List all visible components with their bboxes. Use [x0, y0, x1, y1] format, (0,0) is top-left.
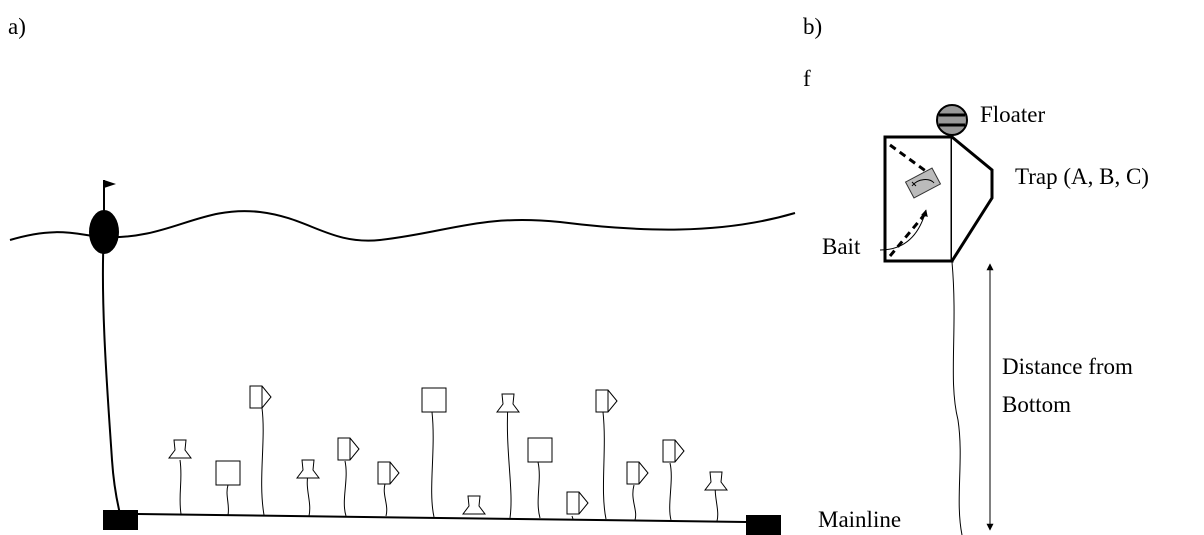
trap-c [567, 492, 588, 514]
label: Mainline [818, 507, 901, 532]
floater [937, 105, 967, 135]
trap-box [885, 137, 952, 261]
trap-a [705, 472, 727, 490]
trap-c [338, 438, 359, 460]
traps [169, 386, 727, 521]
mainline [138, 514, 746, 522]
diagram: a) b) f Floater Trap (A, B, C) Bait Di [0, 0, 1204, 535]
trap-a [169, 440, 191, 458]
anchor [746, 515, 781, 535]
panel-label: a) [8, 14, 26, 39]
trap-c [250, 386, 271, 408]
buoy-line [103, 232, 120, 514]
panel-label: b) [803, 14, 822, 39]
trap-a [297, 460, 319, 478]
buoy [89, 210, 119, 254]
trap-c [627, 462, 648, 484]
trap-c [378, 462, 399, 484]
trap-c [663, 440, 684, 462]
panel-marker: f [803, 66, 811, 91]
label: Bottom [1002, 392, 1071, 417]
label: Distance from [1002, 354, 1133, 379]
trap-a [497, 394, 519, 412]
trap-line [952, 262, 962, 535]
trap-b [528, 438, 552, 462]
anchor [103, 510, 138, 530]
trap-funnel [952, 137, 992, 261]
trap-c [596, 390, 617, 412]
trap-b [216, 461, 240, 485]
trap-b [422, 388, 446, 412]
label: Trap (A, B, C) [1015, 164, 1149, 189]
sea-surface [10, 211, 795, 241]
trap-a [463, 496, 485, 514]
flag [104, 180, 116, 188]
label: Bait [822, 234, 861, 259]
label: Floater [980, 102, 1045, 127]
